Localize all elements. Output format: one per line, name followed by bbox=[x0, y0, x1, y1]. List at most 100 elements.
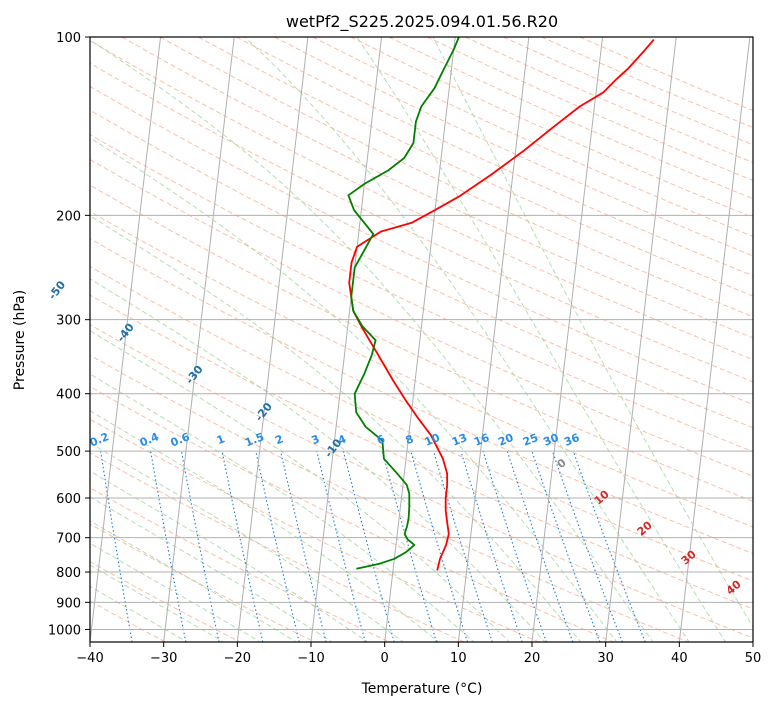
dry-adiabat bbox=[90, 324, 753, 639]
mixing-ratio-label: 0.4 bbox=[138, 430, 161, 449]
mixing-ratio-line bbox=[255, 450, 300, 642]
dry-adiabat bbox=[274, 37, 753, 257]
plot-frame bbox=[89, 36, 754, 643]
moist-adiabat-label: 10 bbox=[592, 487, 612, 507]
dry-adiabat bbox=[90, 85, 753, 406]
dry-adiabat bbox=[312, 37, 753, 238]
mixing-ratio-line bbox=[150, 451, 187, 642]
x-tick-label: 10 bbox=[450, 651, 467, 666]
moist-adiabat bbox=[90, 564, 225, 642]
moist-adiabat bbox=[90, 278, 546, 642]
mixing-ratio-label: 6 bbox=[375, 432, 387, 447]
dry-adiabat bbox=[90, 523, 315, 642]
x-tick-label: 0 bbox=[381, 651, 389, 666]
mixing-ratio-line bbox=[572, 450, 646, 642]
x-tick-label: −30 bbox=[150, 651, 177, 666]
x-axis-title: Temperature (°C) bbox=[361, 681, 483, 697]
dry-adiabat bbox=[197, 37, 753, 297]
mixing-ratio-label: 13 bbox=[450, 431, 469, 449]
chart-title: wetPf2_S225.2025.094.01.56.R20 bbox=[286, 12, 558, 32]
y-axis: 100 200 300 400 500 600 700 800 900 1000 bbox=[48, 31, 90, 638]
dry-adiabat bbox=[90, 210, 753, 528]
dry-adiabat-label: -30 bbox=[183, 363, 206, 387]
x-tick-label: 30 bbox=[597, 651, 614, 666]
grid-layer bbox=[90, 37, 753, 642]
isotherm bbox=[310, 37, 383, 642]
dry-adiabat bbox=[90, 386, 614, 642]
dry-adiabat bbox=[90, 62, 753, 383]
mixing-ratio-line bbox=[316, 450, 366, 642]
mixing-ratio-label: 1.5 bbox=[243, 430, 266, 449]
dry-adiabat bbox=[90, 237, 753, 555]
moist-adiabat bbox=[244, 37, 690, 642]
moist-adiabat-label: 0 bbox=[555, 456, 569, 471]
dry-adiabat bbox=[90, 418, 540, 642]
moist-adiabat-label: 30 bbox=[679, 547, 699, 567]
moist-adiabat bbox=[90, 442, 404, 642]
moist-adiabat bbox=[356, 37, 727, 642]
moist-adiabat bbox=[90, 330, 511, 642]
isotherm bbox=[605, 37, 677, 642]
mixing-ratio-label: 1 bbox=[215, 432, 227, 447]
moist-adiabat bbox=[90, 470, 369, 642]
mixing-ratio-label: 36 bbox=[562, 431, 581, 449]
y-tick-label: 600 bbox=[56, 492, 81, 507]
isotherm bbox=[163, 37, 235, 642]
dry-adiabat bbox=[350, 37, 753, 218]
mixing-ratio-line bbox=[221, 450, 264, 642]
moist-adiabat bbox=[90, 520, 298, 642]
dry-adiabat bbox=[90, 265, 753, 582]
moist-adiabat bbox=[90, 410, 440, 642]
dry-adiabat bbox=[541, 37, 753, 129]
temperature-profile bbox=[348, 39, 655, 571]
x-tick-label: 50 bbox=[745, 651, 762, 666]
moist-adiabat bbox=[90, 496, 334, 642]
moist-adiabat bbox=[90, 585, 189, 642]
mixing-ratio-line bbox=[460, 450, 523, 642]
dry-adiabat bbox=[465, 37, 753, 163]
y-tick-label: 400 bbox=[56, 388, 81, 403]
mixing-ratio-line bbox=[180, 451, 220, 642]
moist-adiabat bbox=[432, 37, 753, 629]
mixing-ratio-label: 16 bbox=[472, 431, 491, 449]
moist-adiabat bbox=[90, 542, 262, 642]
mixing-ratio-line bbox=[410, 450, 469, 642]
dry-adiabat bbox=[90, 452, 465, 642]
y-tick-label: 800 bbox=[56, 566, 81, 581]
y-tick-label: 500 bbox=[56, 445, 81, 460]
x-tick-label: 20 bbox=[524, 651, 541, 666]
x-tick-label: −20 bbox=[224, 651, 251, 666]
moist-adiabat bbox=[90, 215, 582, 642]
x-tick-label: −10 bbox=[297, 651, 324, 666]
dry-adiabat bbox=[159, 37, 753, 318]
y-tick-label: 300 bbox=[56, 314, 81, 329]
mixing-ratio-line bbox=[381, 450, 437, 642]
mixing-ratio-line bbox=[506, 450, 574, 642]
mixing-ratio-label: 8 bbox=[404, 432, 416, 447]
dry-adiabat bbox=[121, 37, 753, 339]
x-tick-label: −40 bbox=[76, 651, 103, 666]
y-axis-title: Pressure (hPa) bbox=[12, 290, 28, 390]
y-tick-label: 700 bbox=[56, 532, 81, 547]
x-tick-label: 40 bbox=[671, 651, 688, 666]
moist-adiabat-label: 20 bbox=[635, 518, 655, 538]
y-tick-label: 100 bbox=[56, 31, 81, 46]
isotherm bbox=[90, 37, 162, 642]
mixing-ratio-label: 20 bbox=[496, 431, 515, 449]
dewpoint-profile bbox=[347, 37, 460, 570]
mixing-ratio-label: 3 bbox=[310, 432, 322, 447]
mixing-ratio-line bbox=[551, 450, 623, 642]
isotherm bbox=[457, 37, 530, 642]
mixing-ratio-line bbox=[100, 451, 133, 642]
mixing-ratio-label: 0.2 bbox=[88, 430, 111, 449]
y-tick-label: 900 bbox=[56, 596, 81, 611]
x-axis: −40 −30 −20 −10 0 10 20 30 40 50 bbox=[76, 642, 761, 666]
isotherm bbox=[236, 37, 309, 642]
mixing-ratio-line bbox=[531, 450, 601, 642]
isotherm bbox=[531, 37, 604, 642]
isotherm bbox=[384, 37, 456, 642]
mixing-ratio-label: 30 bbox=[542, 431, 561, 449]
mixing-ratio-label: 2 bbox=[273, 432, 285, 447]
mixing-ratio-line bbox=[482, 450, 547, 642]
